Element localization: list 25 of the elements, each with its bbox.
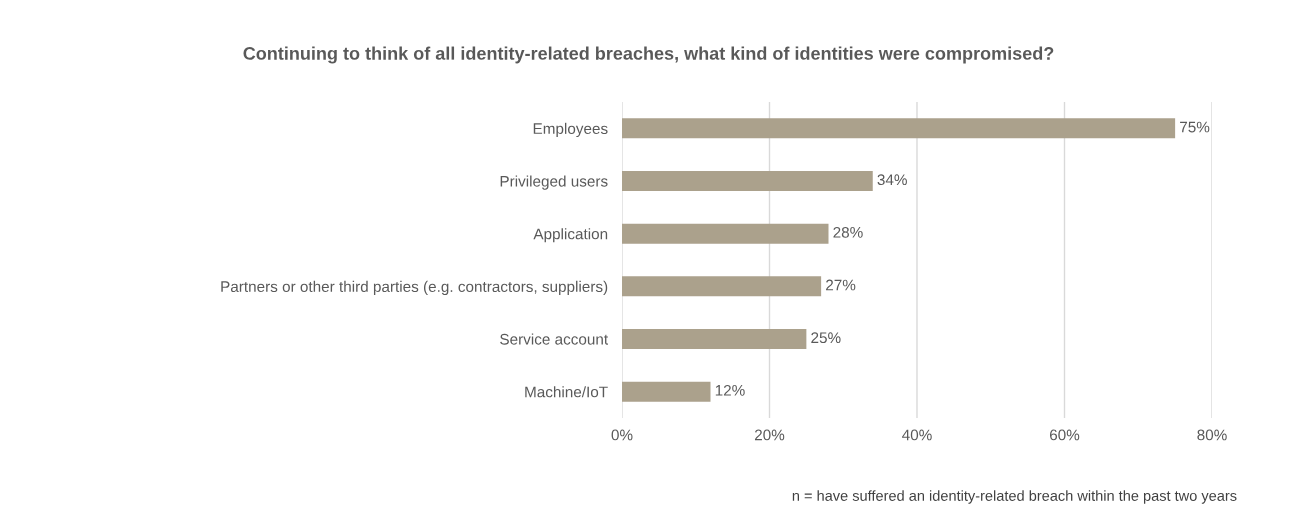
bar	[622, 223, 829, 244]
y-tick-label: Employees	[533, 122, 608, 138]
chart-title: Continuing to think of all identity-related breaches, what kind of identities were compromised?	[243, 46, 1054, 64]
data-label: 75%	[1180, 121, 1210, 133]
text: n = have suffered an identity-related breach within the past two years	[792, 490, 1237, 504]
y-tick-label: Service account	[500, 333, 608, 345]
x-tick-label: 60%	[1049, 429, 1080, 441]
y-tick-label: Privileged users	[500, 175, 608, 190]
data-label: 34%	[877, 174, 907, 186]
x-tick-label: 40%	[902, 429, 932, 441]
x-tick-label: 0%	[611, 429, 633, 441]
bar	[622, 170, 873, 192]
x-tick-label: 80%	[1197, 429, 1227, 441]
data-label: 25%	[811, 332, 841, 344]
y-tick-label: Machine/IoT	[525, 386, 608, 398]
y-tick-label: Application	[533, 228, 608, 243]
data-label: 12%	[715, 384, 745, 396]
bar	[622, 328, 807, 350]
data-label: 27%	[826, 279, 856, 291]
y-tick-label: Partners or other third parties (e.g. contractors, suppliers)	[221, 280, 608, 296]
bar	[622, 276, 822, 297]
bar	[622, 118, 1176, 139]
data-label: 28%	[833, 226, 863, 238]
bar	[622, 381, 711, 402]
x-tick-label: 20%	[754, 429, 785, 441]
